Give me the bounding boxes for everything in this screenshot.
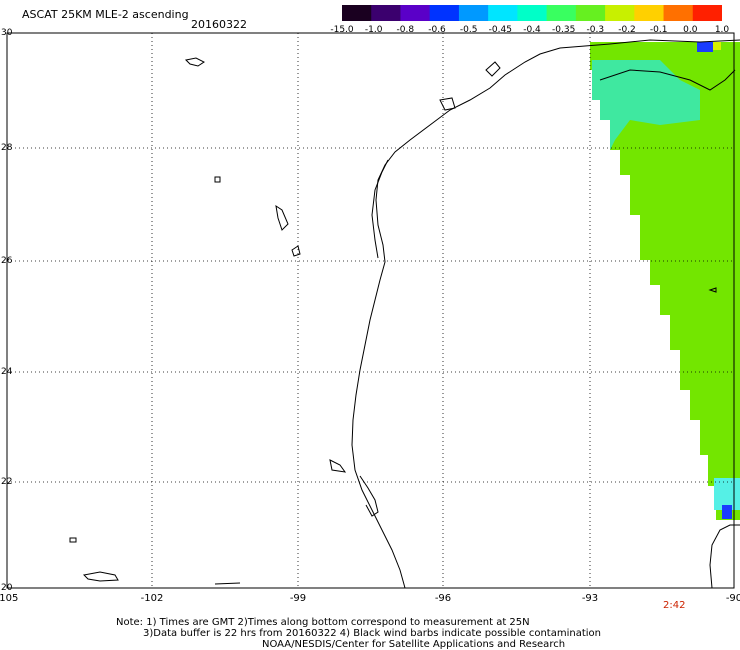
map-title: ASCAT 25KM MLE-2 ascending — [22, 8, 189, 21]
lon-label: -99 — [290, 593, 306, 604]
swath-main — [590, 42, 740, 520]
lat-label: 26 — [1, 256, 13, 266]
graticule — [7, 33, 734, 588]
lon-label: -90 — [726, 593, 740, 604]
colorbar-segment — [546, 5, 577, 21]
lon-label: -93 — [582, 593, 598, 604]
note-line-1: Note: 1) Times are GMT 2)Times along bot… — [116, 617, 530, 628]
colorbar-tick-label: -0.45 — [488, 25, 512, 35]
colorbar-segment — [371, 5, 401, 21]
colorbar-tick-label: -0.35 — [552, 25, 576, 35]
colorbar-segment — [429, 5, 460, 21]
swath-yellow — [713, 42, 721, 50]
lat-label: 22 — [1, 477, 12, 487]
swath-time-label: 2:42 — [663, 600, 686, 611]
lat-label: 28 — [1, 143, 13, 153]
colorbar-labels: -15.0 -1.0 -0.8 -0.6 -0.5 -0.45 -0.4 -0.35 -0.3 -… — [330, 25, 740, 37]
colorbar-tick-label: -0.6 — [428, 25, 446, 35]
lon-label: -102 — [141, 593, 164, 604]
lat-labels: 30 28 26 24 22 20 — [1, 28, 13, 593]
colorbar-segment — [634, 5, 665, 21]
colorbar-tick-label: -0.5 — [459, 25, 478, 35]
swath-blue-ne — [697, 42, 713, 52]
note-line-2: 3)Data buffer is 22 hrs from 20160322 4)… — [143, 628, 601, 639]
lat-label: 30 — [1, 28, 13, 38]
colorbar-tick-label: -0.2 — [618, 25, 636, 35]
swath-layer — [590, 42, 740, 520]
lat-label: 24 — [1, 367, 13, 377]
colorbar-tick-label: -0.1 — [649, 25, 668, 35]
colorbar-segment — [692, 5, 722, 21]
colorbar-segment — [400, 5, 431, 21]
colorbar-segment — [517, 5, 548, 21]
lat-label: 20 — [1, 583, 13, 593]
colorbar-tick-label: -0.3 — [586, 25, 605, 35]
lon-label: -96 — [435, 593, 451, 604]
coastline — [69, 39, 740, 589]
colorbar-segment — [663, 5, 694, 21]
colorbar-segment — [488, 5, 518, 21]
lon-label: -105 — [0, 593, 18, 604]
colorbar-segment — [458, 5, 489, 21]
colorbar-tick-label: -15.0 — [330, 25, 354, 35]
colorbar-tick-label: -1.0 — [364, 25, 383, 35]
note-line-3: NOAA/NESDIS/Center for Satellite Applica… — [262, 639, 566, 650]
colorbar-tick-label: -0.4 — [523, 25, 541, 35]
colorbar-tick-label: 0.0 — [683, 25, 698, 35]
map-date: 20160322 — [191, 18, 247, 31]
colorbar — [342, 5, 722, 21]
lon-labels: -105 -102 -99 -96 -93 -90 — [0, 593, 740, 604]
swath-blue-se — [722, 505, 732, 519]
colorbar-segment — [342, 5, 372, 21]
map-frame — [6, 32, 735, 589]
colorbar-segment — [575, 5, 606, 21]
swath-cyan-north — [592, 60, 700, 150]
colorbar-tick-label: 1.0 — [714, 25, 730, 35]
colorbar-tick-label: -0.8 — [396, 25, 415, 35]
colorbar-segment — [605, 5, 635, 21]
